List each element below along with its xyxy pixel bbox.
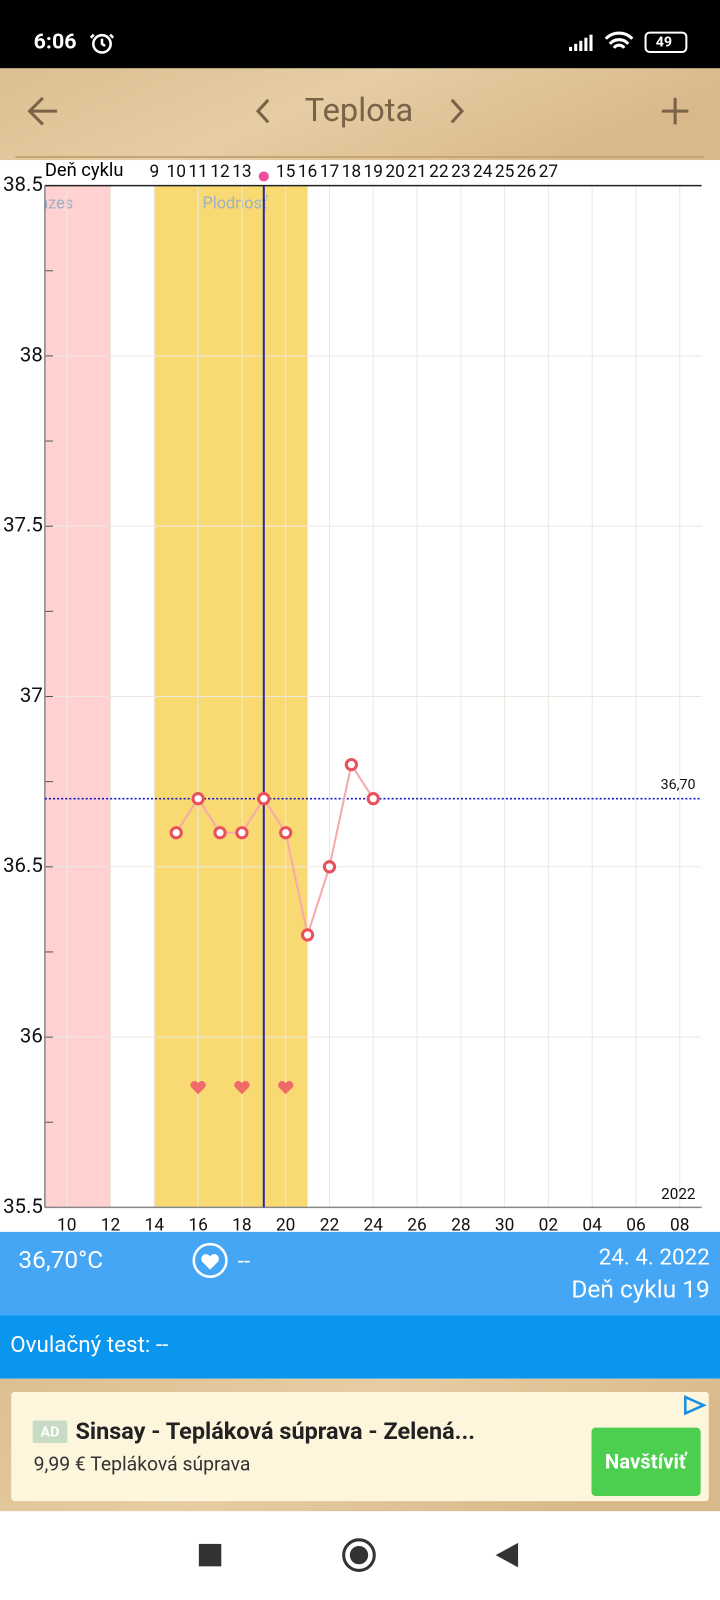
ad-title[interactable]: Sinsay - Tepláková súprava - Zelená...: [75, 1417, 475, 1445]
ad-badge-box: [32, 1420, 68, 1443]
nav-back[interactable]: [495, 1542, 519, 1568]
top-tick-label: 27: [539, 162, 558, 182]
y-tick-label: 37.5: [3, 513, 43, 537]
selected-date: 24. 4. 2022: [599, 1244, 710, 1270]
nav-recents[interactable]: [198, 1543, 222, 1567]
top-tick-label: 25: [495, 162, 515, 182]
data-point: [191, 792, 205, 806]
info-panel: [0, 1231, 720, 1316]
series-line: [175, 761, 375, 939]
ad-button[interactable]: Navštíviť: [605, 1450, 688, 1474]
y-tick-label: 36.5: [3, 853, 43, 877]
top-tick-label: 19: [364, 162, 383, 182]
data-point: [235, 826, 249, 840]
data-point: [169, 826, 183, 840]
battery-level: 49: [656, 35, 672, 51]
prev-button[interactable]: [255, 98, 270, 124]
top-axis-label: Deň cyklu: [45, 160, 124, 181]
y-tick-label: 37: [20, 683, 43, 707]
heart-marker: [234, 1081, 250, 1095]
data-point: [213, 826, 227, 840]
y-tick-label: 35.5: [3, 1194, 43, 1218]
top-tick-label: 13: [232, 162, 251, 182]
top-tick-label: 20: [385, 162, 404, 182]
cycle-day: Deň cyklu 19: [571, 1274, 709, 1303]
x-tick-label: 26: [407, 1215, 426, 1235]
top-tick-label: 11: [188, 162, 207, 182]
ad-button-box[interactable]: [591, 1427, 701, 1496]
cursor-dot: [258, 171, 269, 182]
x-tick-label: 10: [57, 1215, 76, 1235]
ad-choices-icon[interactable]: [684, 1395, 707, 1416]
ovulation-panel: [0, 1315, 720, 1379]
x-tick-label: 12: [101, 1215, 121, 1235]
phase-label: Menzes: [16, 193, 73, 212]
top-tick-label: 26: [517, 162, 536, 182]
top-tick-label: 10: [166, 162, 185, 182]
ad-card[interactable]: [11, 1391, 709, 1502]
heart-marker: [190, 1081, 206, 1095]
x-tick-label: 14: [145, 1215, 165, 1235]
x-tick-label: 08: [670, 1215, 689, 1235]
phase-label: Plodnosť: [202, 193, 267, 212]
nav-home[interactable]: [342, 1538, 376, 1572]
x-tick-label: 22: [320, 1215, 340, 1235]
battery-icon: [644, 31, 688, 54]
x-tick-label: 18: [232, 1215, 251, 1235]
reference-label: 36,70: [661, 777, 696, 793]
toolbar: [0, 68, 720, 161]
top-tick-label: 24: [473, 162, 493, 182]
data-point: [366, 792, 380, 806]
data-point: [279, 826, 293, 840]
temperature-value: 36,70°C: [18, 1245, 103, 1274]
ad-badge: AD: [41, 1425, 60, 1441]
chart: Menzes Plodnosť 35.5 36 36.5 37 37.5 38 38.5Deň …: [3, 160, 702, 1235]
data-point: [300, 928, 315, 942]
status-bar: [0, 0, 720, 69]
top-tick-label: 23: [451, 162, 470, 182]
next-button[interactable]: [450, 98, 465, 124]
y-tick-label: 38: [20, 342, 43, 366]
ovulation-test: Ovulačný test: --: [10, 1332, 168, 1358]
x-tick-label: 02: [539, 1215, 559, 1235]
wifi-icon: [604, 31, 634, 49]
x-tick-label: 24: [364, 1215, 384, 1235]
year-label: 2022: [661, 1185, 696, 1203]
back-button[interactable]: [27, 96, 58, 126]
toolbar-title: Teplota: [305, 91, 413, 129]
top-tick-label: 21: [407, 162, 426, 182]
add-button[interactable]: [661, 97, 689, 125]
y-tick-label: 36: [20, 1023, 43, 1047]
data-point: [322, 860, 337, 874]
top-tick-label: 17: [320, 162, 339, 182]
x-tick-label: 16: [188, 1215, 207, 1235]
top-tick-label: 22: [429, 162, 449, 182]
top-tick-label: 15: [276, 162, 296, 182]
status-time: 6:06: [34, 29, 77, 54]
top-tick-label: 18: [342, 162, 361, 182]
signal-icon: [569, 34, 593, 51]
heart-icon[interactable]: [192, 1242, 228, 1279]
ad-subtitle: 9,99 € Tepláková súprava: [34, 1453, 251, 1476]
x-tick-label: 30: [495, 1215, 514, 1235]
alarm-icon: [89, 33, 115, 54]
data-point: [344, 757, 358, 772]
top-tick-label: 12: [210, 162, 230, 182]
top-tick-label: 9: [149, 162, 159, 182]
x-tick-label: 20: [276, 1215, 295, 1235]
x-tick-label: 06: [626, 1215, 645, 1235]
x-tick-label: 28: [451, 1215, 470, 1235]
y-tick-label: 38.5: [3, 172, 43, 196]
data-point: [257, 792, 271, 806]
heart-marker: [278, 1081, 294, 1095]
intercourse-value: --: [238, 1248, 250, 1274]
x-tick-label: 04: [582, 1215, 602, 1235]
top-tick-label: 16: [298, 162, 317, 182]
